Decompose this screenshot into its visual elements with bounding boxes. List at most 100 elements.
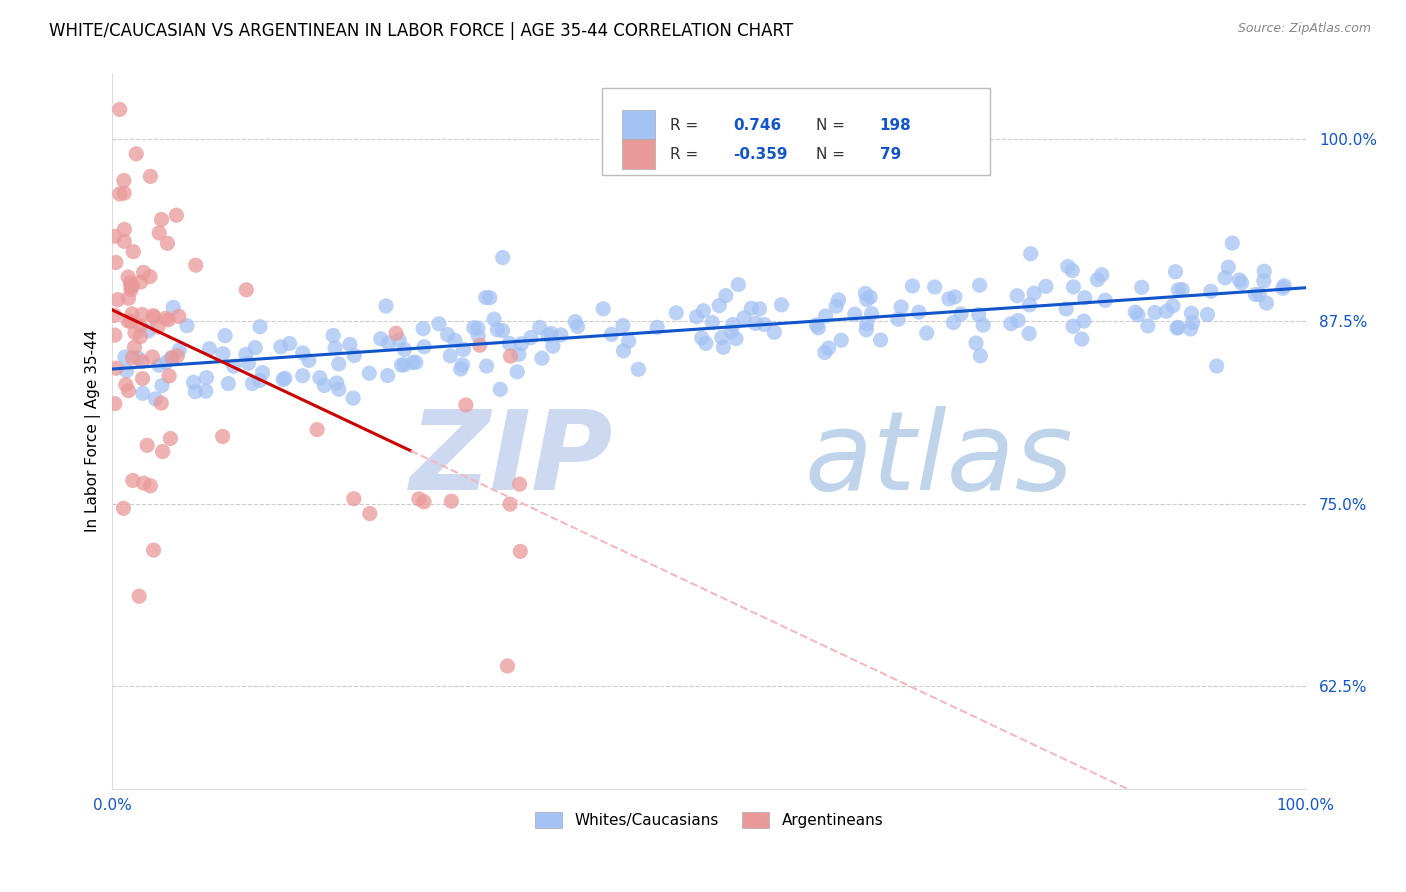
Point (1156, 304, 1178, 318)
Point (131, 371, 153, 385)
Point (451, 358, 474, 372)
Point (142, 309, 165, 323)
Point (1167, 320, 1189, 334)
Point (252, 366, 274, 380)
Point (853, 286, 876, 301)
Point (385, 326, 408, 341)
Point (104, 229, 127, 244)
Point (733, 310, 755, 325)
Point (148, 358, 170, 372)
Point (1253, 264, 1275, 278)
Point (627, 362, 650, 376)
Point (564, 315, 586, 329)
Point (860, 307, 883, 321)
Point (942, 316, 965, 330)
Point (453, 343, 475, 357)
Point (454, 398, 477, 412)
Point (138, 324, 160, 338)
Point (222, 359, 245, 374)
Point (105, 361, 128, 376)
Point (592, 301, 614, 316)
Point (1167, 283, 1189, 297)
Point (444, 333, 467, 347)
Point (112, 173, 135, 187)
Point (124, 340, 146, 354)
Point (212, 347, 235, 361)
Point (375, 299, 398, 313)
Point (307, 423, 329, 437)
Point (131, 386, 153, 401)
Point (125, 146, 148, 161)
Point (139, 269, 162, 284)
Point (235, 283, 257, 297)
Point (450, 362, 472, 376)
Point (1213, 270, 1236, 285)
Point (167, 343, 190, 358)
Point (139, 169, 162, 184)
Point (844, 307, 866, 321)
Point (139, 479, 162, 493)
Point (323, 341, 346, 355)
Point (1018, 298, 1040, 312)
Point (402, 355, 425, 369)
Point (645, 320, 668, 334)
Point (124, 326, 146, 340)
Point (235, 347, 257, 361)
Point (427, 317, 450, 331)
Point (131, 308, 153, 322)
Point (965, 336, 987, 351)
Point (1180, 306, 1202, 320)
Point (291, 346, 314, 360)
Point (807, 320, 830, 334)
Point (343, 348, 366, 362)
Point (695, 336, 717, 351)
Point (359, 507, 381, 521)
Point (377, 336, 399, 351)
Point (183, 376, 205, 390)
Point (103, 309, 125, 323)
Point (112, 222, 135, 236)
Point (194, 384, 217, 398)
Point (806, 318, 828, 332)
Point (1056, 260, 1078, 274)
Point (612, 318, 634, 333)
Point (537, 328, 560, 343)
Point (108, 103, 131, 117)
Point (938, 292, 960, 306)
Point (120, 279, 142, 293)
Text: N =: N = (817, 146, 851, 161)
Point (567, 319, 589, 334)
Point (1161, 299, 1184, 313)
Text: R =: R = (669, 118, 703, 133)
Point (529, 320, 551, 334)
Point (499, 497, 522, 511)
Point (702, 316, 724, 330)
Point (1094, 293, 1116, 308)
Point (550, 327, 572, 342)
Point (176, 318, 198, 333)
Point (198, 342, 221, 356)
Point (969, 278, 991, 293)
Point (744, 317, 766, 331)
Point (1062, 263, 1084, 277)
Point (408, 491, 430, 506)
Point (128, 589, 150, 603)
Point (714, 288, 737, 302)
Point (972, 318, 994, 332)
Point (245, 341, 267, 355)
Text: 79: 79 (880, 146, 901, 161)
Point (131, 354, 153, 368)
Point (117, 291, 139, 305)
Point (121, 307, 143, 321)
Point (467, 321, 489, 335)
Point (159, 432, 181, 446)
Point (1220, 236, 1243, 251)
Point (121, 351, 143, 365)
Point (908, 305, 931, 319)
Point (950, 307, 973, 321)
Point (1024, 286, 1046, 301)
Point (924, 280, 946, 294)
Point (166, 208, 188, 222)
Point (825, 299, 848, 313)
Point (967, 308, 990, 322)
